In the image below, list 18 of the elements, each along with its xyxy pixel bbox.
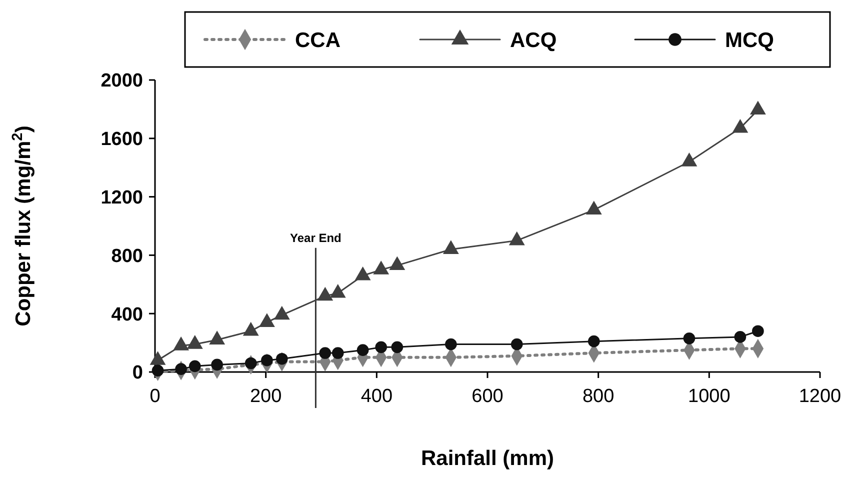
- x-tick-label: 600: [472, 386, 504, 407]
- y-tick-label: 800: [111, 246, 143, 267]
- x-tick-label: 1200: [798, 386, 842, 407]
- x-tick-label: 400: [360, 386, 393, 407]
- y-tick-label: 1200: [100, 187, 143, 208]
- legend-label: ACQ: [510, 28, 557, 52]
- x-tick-label: 0: [150, 386, 160, 407]
- ref-line-label: Year End: [290, 230, 342, 245]
- x-axis-title: Rainfall (mm): [420, 447, 554, 470]
- x-tick-label: 800: [582, 386, 614, 407]
- y-tick-label: 1600: [100, 129, 143, 150]
- x-tick-label: 1000: [688, 386, 730, 407]
- y-tick-label: 2000: [100, 70, 143, 92]
- x-tick-label: 200: [250, 386, 282, 407]
- y-tick-label: 400: [111, 304, 143, 326]
- legend-label: MCQ: [725, 28, 774, 52]
- legend-label: CCA: [295, 28, 340, 52]
- y-tick-label: 0: [132, 362, 143, 384]
